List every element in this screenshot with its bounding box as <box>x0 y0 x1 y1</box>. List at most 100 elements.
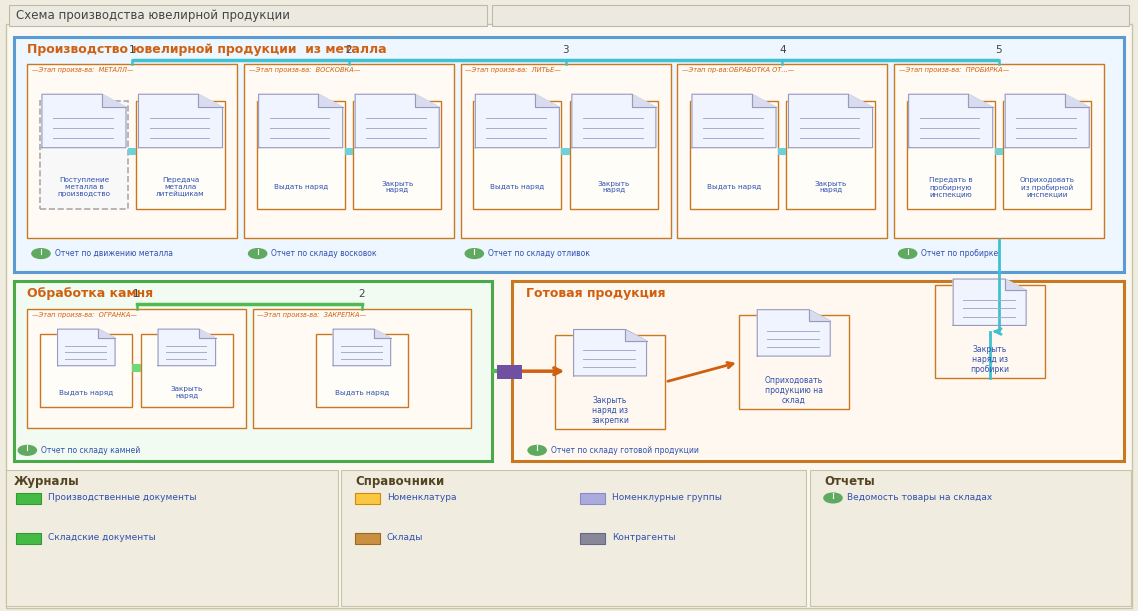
Polygon shape <box>954 279 1026 326</box>
Bar <box>132 364 141 371</box>
Text: Схема производства ювелирной продукции: Схема производства ювелирной продукции <box>16 9 290 22</box>
Text: Закрыть
наряд из
пробирки: Закрыть наряд из пробирки <box>971 345 1009 374</box>
Bar <box>27 309 246 428</box>
Circle shape <box>248 249 266 258</box>
Bar <box>907 101 995 209</box>
Bar <box>492 5 1129 26</box>
Bar <box>561 147 570 155</box>
Polygon shape <box>1065 94 1089 108</box>
Bar <box>40 101 129 209</box>
Text: Закрыть
наряд из
закрепки: Закрыть наряд из закрепки <box>591 395 629 425</box>
Text: Отчет по складу отливок: Отчет по складу отливок <box>488 249 589 258</box>
Text: —Этап произв-ва:  ЗАКРЕПКА—: —Этап произв-ва: ЗАКРЕПКА— <box>257 312 366 318</box>
Text: Выдать наряд: Выдать наряд <box>273 184 328 190</box>
Polygon shape <box>198 94 223 108</box>
Bar <box>129 147 137 155</box>
Bar <box>512 281 1124 461</box>
Bar <box>690 101 778 209</box>
Polygon shape <box>98 329 115 338</box>
Text: Производство ювелирной продукции  из металла: Производство ювелирной продукции из мета… <box>27 43 387 56</box>
Text: 1: 1 <box>129 45 135 55</box>
Bar <box>14 37 1124 272</box>
Bar <box>27 64 237 238</box>
Polygon shape <box>333 329 390 366</box>
Circle shape <box>465 249 484 258</box>
Text: Справочники: Справочники <box>355 475 444 488</box>
Polygon shape <box>535 94 560 108</box>
Text: Склады: Склады <box>387 533 423 542</box>
Polygon shape <box>139 94 223 148</box>
Text: —Этап произв-ва:  ВОСКОВКА—: —Этап произв-ва: ВОСКОВКА— <box>248 67 360 73</box>
Bar <box>355 493 380 504</box>
Polygon shape <box>626 329 646 341</box>
Polygon shape <box>632 94 655 108</box>
Circle shape <box>899 249 917 258</box>
Circle shape <box>528 445 546 455</box>
Bar <box>345 147 353 155</box>
Bar <box>739 315 849 409</box>
Text: Выдать наряд: Выдать наряд <box>707 184 761 190</box>
Polygon shape <box>908 94 992 148</box>
Bar <box>16 533 41 544</box>
Text: —Этап произв-ва:  ПРОБИРКА—: —Этап произв-ва: ПРОБИРКА— <box>899 67 1008 73</box>
Text: Передача
металла
литейщикам: Передача металла литейщикам <box>156 177 205 197</box>
Polygon shape <box>415 94 439 108</box>
Polygon shape <box>319 94 343 108</box>
Bar <box>555 335 665 429</box>
Text: 1: 1 <box>133 290 140 299</box>
Polygon shape <box>809 310 831 321</box>
Text: Журналы: Журналы <box>14 475 80 488</box>
Bar <box>6 470 338 606</box>
Bar <box>786 101 875 209</box>
Text: Отчет по складу камней: Отчет по складу камней <box>41 446 140 455</box>
Polygon shape <box>355 94 439 148</box>
Polygon shape <box>374 329 390 338</box>
Text: Оприходовать
из пробирной
инспекции: Оприходовать из пробирной инспекции <box>1020 177 1074 197</box>
Bar <box>934 285 1045 378</box>
Bar <box>995 147 1003 155</box>
Text: —Этап произв-ва:  ЛИТЬЕ—: —Этап произв-ва: ЛИТЬЕ— <box>465 67 561 73</box>
Polygon shape <box>571 94 655 148</box>
Bar <box>9 5 487 26</box>
Bar <box>253 309 471 428</box>
Text: Ведомость товары на складах: Ведомость товары на складах <box>847 494 992 502</box>
Bar <box>1003 101 1091 209</box>
Text: Отчеты: Отчеты <box>824 475 875 488</box>
Polygon shape <box>1005 279 1026 290</box>
Bar <box>677 64 888 238</box>
Polygon shape <box>42 94 126 148</box>
Text: Производственные документы: Производственные документы <box>48 494 196 502</box>
Text: 2: 2 <box>346 45 353 55</box>
Polygon shape <box>848 94 873 108</box>
Polygon shape <box>101 94 126 108</box>
Bar <box>778 147 786 155</box>
Text: 2: 2 <box>358 290 365 299</box>
Bar <box>353 101 442 209</box>
Polygon shape <box>476 94 560 148</box>
Text: —Этап произв-ва:  ОГРАНКА—: —Этап произв-ва: ОГРАНКА— <box>32 312 137 318</box>
Text: 5: 5 <box>996 45 1003 55</box>
Text: Закрыть
наряд: Закрыть наряд <box>815 181 847 194</box>
Text: Контрагенты: Контрагенты <box>612 533 676 542</box>
Polygon shape <box>789 94 873 148</box>
Bar <box>256 101 345 209</box>
Polygon shape <box>58 329 115 366</box>
Bar <box>41 334 132 408</box>
Text: Готовая продукция: Готовая продукция <box>526 287 666 300</box>
Text: Закрыть
наряд: Закрыть наряд <box>597 181 630 194</box>
Text: Отчет по движению металла: Отчет по движению металла <box>55 249 173 258</box>
Text: Оприходовать
продукцию на
склад: Оприходовать продукцию на склад <box>765 376 823 405</box>
Bar <box>355 533 380 544</box>
Text: Выдать наряд: Выдать наряд <box>490 184 544 190</box>
Text: 3: 3 <box>562 45 569 55</box>
Text: —Этап пр-ва:ОБРАБОТКА ОТ...—: —Этап пр-ва:ОБРАБОТКА ОТ...— <box>682 67 794 73</box>
Polygon shape <box>199 329 215 338</box>
Text: Отчет по пробирке: Отчет по пробирке <box>922 249 998 258</box>
Bar <box>316 334 407 408</box>
Bar <box>14 281 492 461</box>
Bar <box>341 470 806 606</box>
Text: Отчет по складу восковок: Отчет по складу восковок <box>271 249 377 258</box>
Bar <box>497 365 522 379</box>
Bar <box>580 533 605 544</box>
Bar <box>894 64 1104 238</box>
